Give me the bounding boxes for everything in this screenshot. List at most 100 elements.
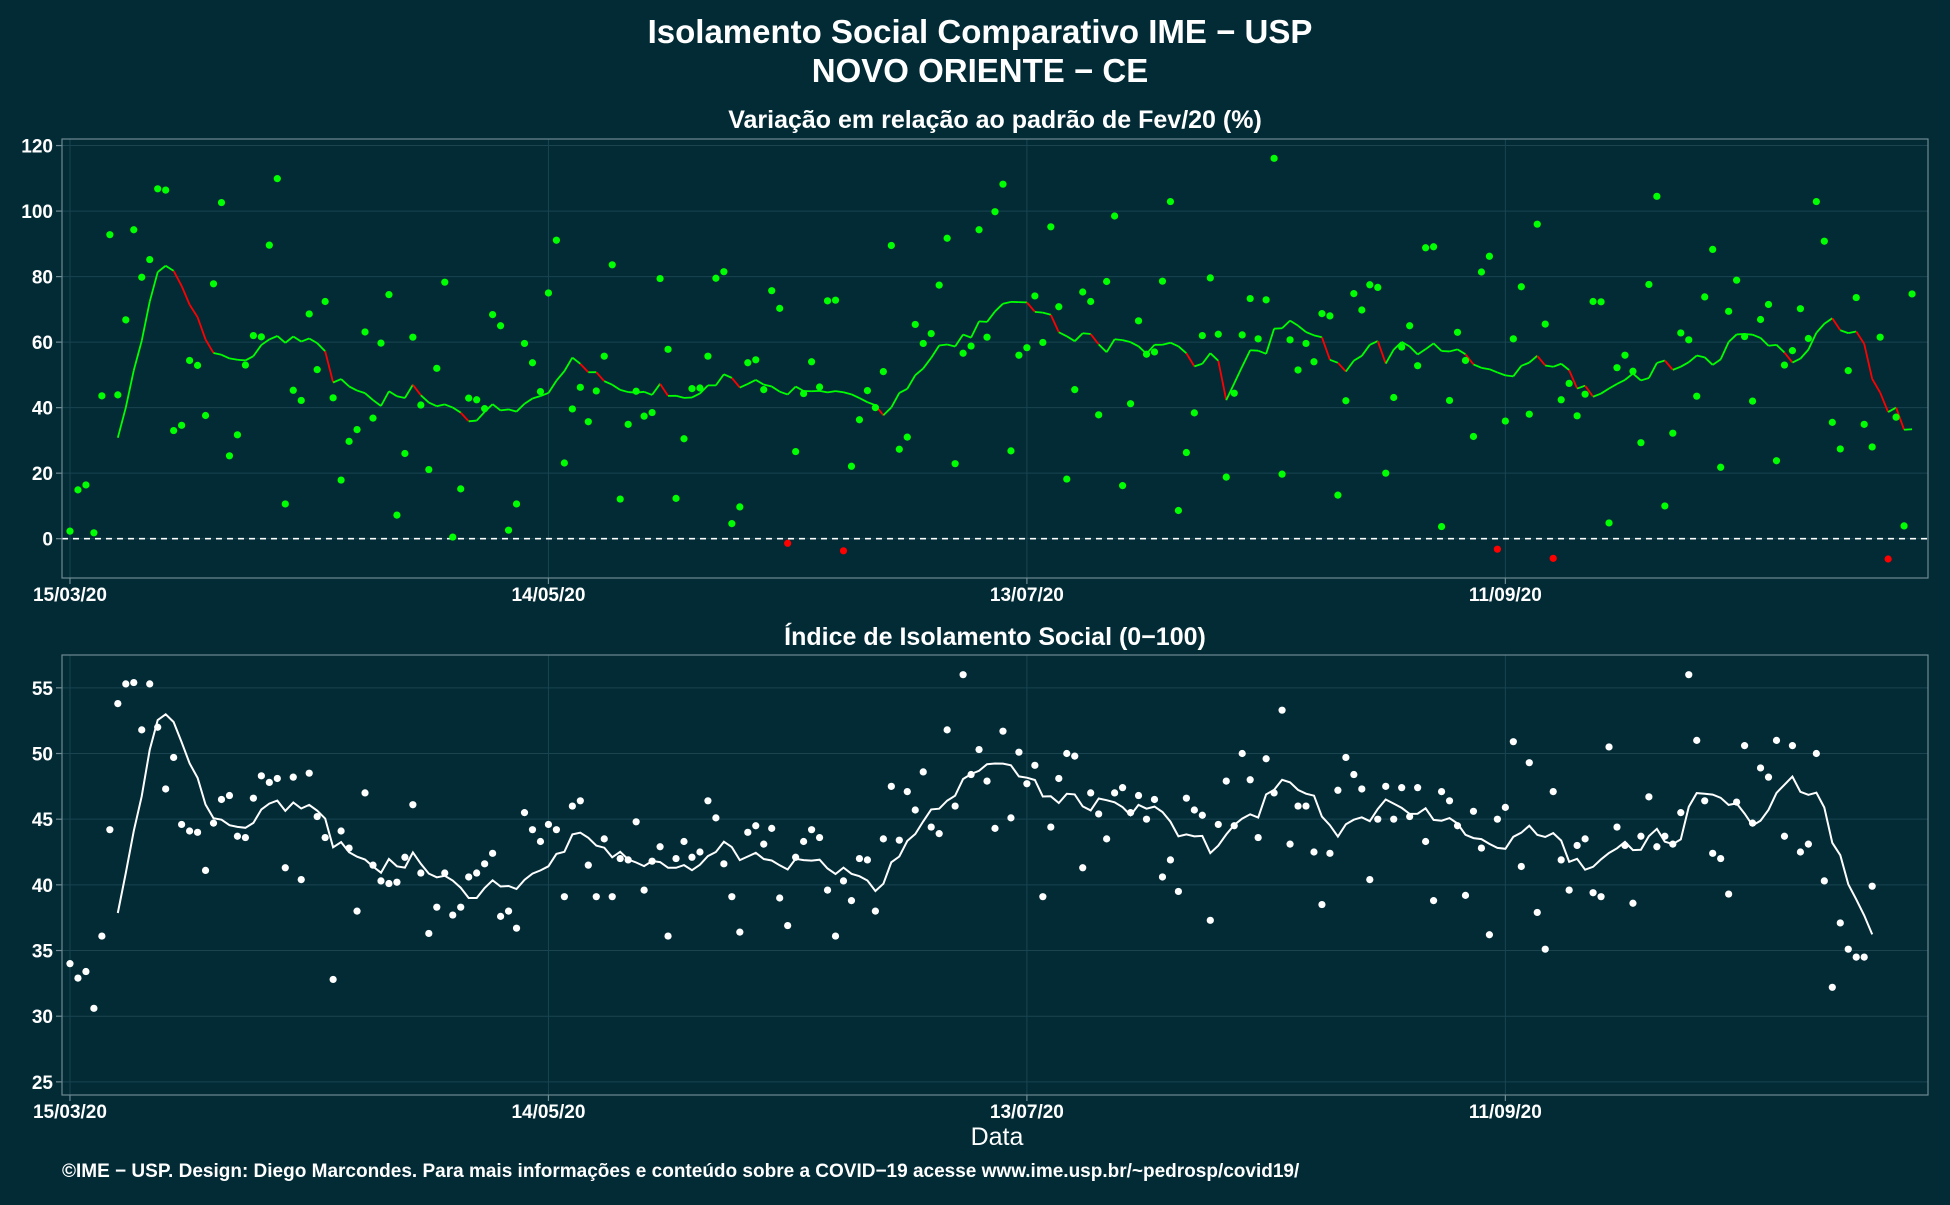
data-point [1358, 306, 1365, 313]
data-point [593, 387, 600, 394]
data-point [832, 932, 839, 939]
data-point [322, 298, 329, 305]
y-tick-label: 20 [32, 464, 53, 485]
data-point [369, 862, 376, 869]
data-point [1239, 750, 1246, 757]
data-point [1462, 357, 1469, 364]
data-point [1717, 464, 1724, 471]
moving-average-segment [979, 321, 987, 322]
data-point [1183, 795, 1190, 802]
x-axis-label: Data [971, 1123, 1024, 1151]
data-point [433, 365, 440, 372]
data-point [1382, 783, 1389, 790]
data-point [840, 877, 847, 884]
data-point [920, 768, 927, 775]
data-point [1765, 301, 1772, 308]
data-point [1597, 298, 1604, 305]
data-point [497, 913, 504, 920]
data-point [1637, 439, 1644, 446]
data-point [1111, 789, 1118, 796]
data-point [1701, 293, 1708, 300]
data-point [864, 387, 871, 394]
data-point [1127, 400, 1134, 407]
data-point [1613, 823, 1620, 830]
data-point [1845, 946, 1852, 953]
data-point [1813, 198, 1820, 205]
data-point [1725, 308, 1732, 315]
data-point [1414, 362, 1421, 369]
x-tick-label: 11/09/20 [1469, 1102, 1542, 1123]
data-point [1079, 288, 1086, 295]
data-point [1502, 804, 1509, 811]
data-point [457, 485, 464, 492]
data-point [146, 256, 153, 263]
data-point [385, 880, 392, 887]
data-point [808, 826, 815, 833]
moving-average-segment [1505, 375, 1513, 376]
data-point [912, 321, 919, 328]
data-point [1510, 335, 1517, 342]
data-point [1486, 253, 1493, 260]
data-point [1566, 887, 1573, 894]
data-point [1693, 737, 1700, 744]
data-point [1781, 361, 1788, 368]
data-point [601, 353, 608, 360]
data-point [768, 825, 775, 832]
data-point [1797, 848, 1804, 855]
data-point [409, 334, 416, 341]
data-point [1326, 312, 1333, 319]
data-point [1079, 864, 1086, 871]
data-point [130, 679, 137, 686]
data-point [593, 893, 600, 900]
data-point [1334, 492, 1341, 499]
y-tick-label: 25 [32, 1073, 54, 1094]
data-point [808, 358, 815, 365]
data-point [1175, 888, 1182, 895]
data-point [920, 340, 927, 347]
data-point [505, 527, 512, 534]
data-point [1055, 775, 1062, 782]
data-point [1167, 198, 1174, 205]
data-point [896, 837, 903, 844]
data-point [1063, 475, 1070, 482]
data-point [521, 340, 528, 347]
data-point [760, 841, 767, 848]
data-point [1645, 281, 1652, 288]
footer-credit: ©IME − USP. Design: Diego Marcondes. Par… [62, 1161, 1300, 1182]
moving-average-segment [469, 421, 477, 422]
data-point [1382, 470, 1389, 477]
data-point [1087, 789, 1094, 796]
data-point [1885, 555, 1892, 562]
data-point [1781, 833, 1788, 840]
moving-average-segment [1083, 333, 1091, 334]
data-point [425, 466, 432, 473]
data-point [1422, 838, 1429, 845]
data-point [816, 834, 823, 841]
data-point [162, 187, 169, 194]
data-point [609, 261, 616, 268]
data-point [1574, 842, 1581, 849]
data-point [872, 908, 879, 915]
data-point [1685, 671, 1692, 678]
data-point [1135, 317, 1142, 324]
data-point [617, 495, 624, 502]
data-point [1255, 834, 1262, 841]
data-point [983, 334, 990, 341]
data-point [1717, 855, 1724, 862]
data-point [1829, 419, 1836, 426]
data-point [1183, 449, 1190, 456]
data-point [712, 275, 719, 282]
data-point [1071, 386, 1078, 393]
data-point [1334, 787, 1341, 794]
data-point [625, 856, 632, 863]
data-point [1637, 833, 1644, 840]
data-point [393, 879, 400, 886]
data-point [1526, 759, 1533, 766]
data-point [1015, 352, 1022, 359]
data-point [1095, 810, 1102, 817]
data-point [218, 796, 225, 803]
data-point [904, 434, 911, 441]
data-point [1589, 889, 1596, 896]
data-point [138, 726, 145, 733]
data-point [1199, 812, 1206, 819]
